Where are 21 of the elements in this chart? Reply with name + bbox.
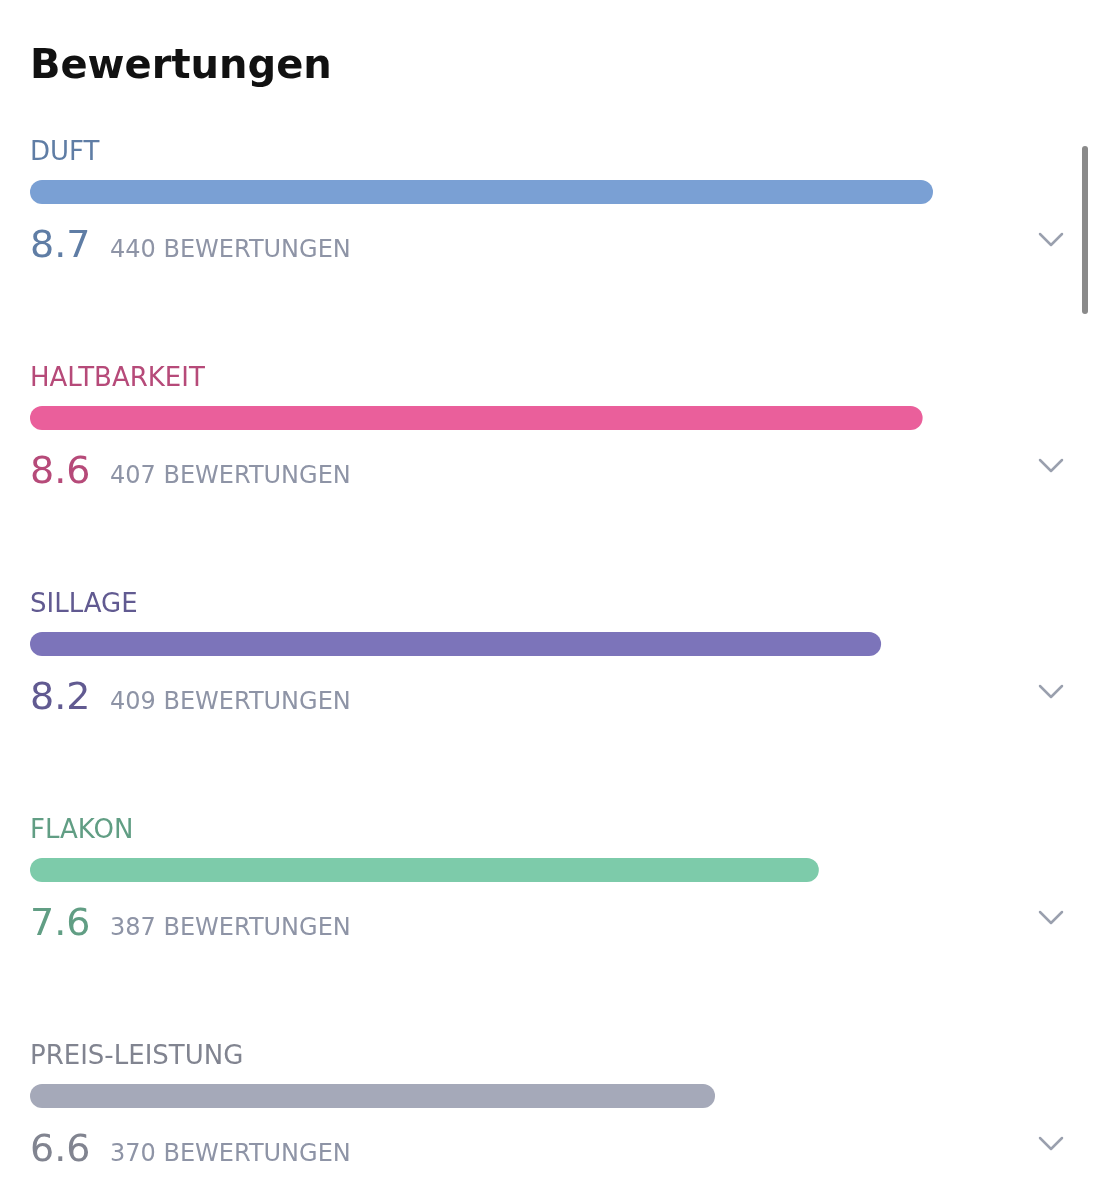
data-label: 8.2: [30, 674, 91, 718]
bar: [30, 406, 923, 430]
annotation: 440 BEWERTUNGEN: [110, 235, 351, 263]
y-tick-label: HALTBARKEIT: [30, 362, 205, 392]
bar: [30, 858, 819, 882]
annotation: 370 BEWERTUNGEN: [110, 1139, 351, 1167]
bar: [30, 632, 882, 656]
data-label: 8.6: [30, 448, 91, 492]
data-label: 6.6: [30, 1126, 91, 1170]
data-label: 7.6: [30, 900, 91, 944]
data-label: 8.7: [30, 222, 91, 266]
chart-title: Bewertungen: [30, 41, 332, 87]
annotation: 407 BEWERTUNGEN: [110, 461, 351, 489]
bar: [30, 1084, 716, 1108]
annotation: 387 BEWERTUNGEN: [110, 913, 351, 941]
y-tick-label: PREIS-LEISTUNG: [30, 1040, 244, 1070]
y-tick-label: SILLAGE: [30, 588, 138, 618]
bar: [30, 180, 933, 204]
y-tick-label: FLAKON: [30, 814, 134, 844]
y-tick-label: DUFT: [30, 136, 100, 166]
annotation: 409 BEWERTUNGEN: [110, 687, 351, 715]
